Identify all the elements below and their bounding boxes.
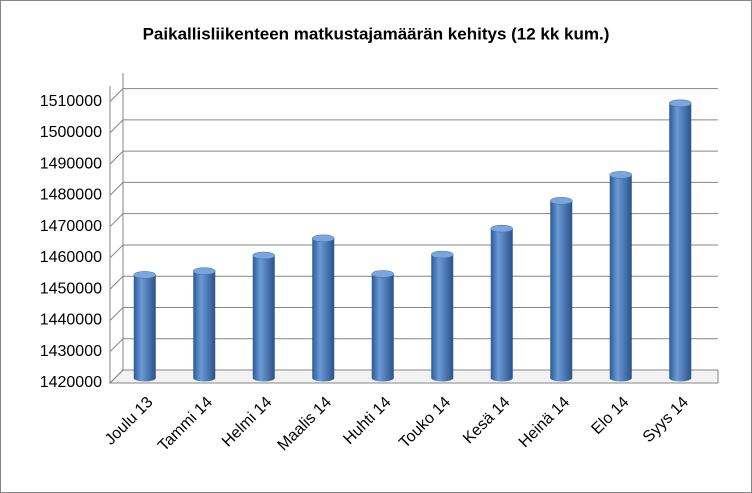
y-tick-label: 1480000: [40, 187, 102, 204]
bar-top: [550, 197, 573, 205]
bar: [550, 200, 573, 382]
y-tick-label: 1490000: [40, 155, 102, 172]
y-tick-label: 1430000: [40, 343, 102, 360]
grid-line: [109, 275, 718, 290]
y-tick-label: 1450000: [40, 280, 102, 297]
bar-top: [312, 234, 335, 243]
chart-title: Paikallisliikenteen matkustajamäärän keh…: [143, 24, 610, 43]
bar: [669, 103, 692, 382]
bar: [609, 174, 632, 382]
grid-line: [109, 150, 718, 165]
y-tick-label: 1420000: [40, 374, 102, 391]
bar-top: [431, 250, 454, 259]
y-tick-label: 1500000: [40, 124, 102, 141]
bar: [371, 273, 394, 382]
bar-top: [193, 267, 216, 275]
grid-line: [109, 244, 718, 259]
grid-line: [109, 119, 718, 134]
y-tick-label: 1510000: [40, 93, 102, 110]
bar: [431, 254, 454, 382]
bar: [133, 274, 156, 382]
grid-line: [109, 338, 718, 353]
bar: [490, 228, 513, 382]
grid-line: [109, 88, 718, 102]
bar-top: [490, 224, 513, 233]
y-tick-label: 1440000: [40, 312, 102, 329]
grid-line: [109, 181, 718, 196]
grid-line: [109, 213, 718, 228]
bar: [193, 271, 216, 382]
bar-top: [252, 251, 275, 260]
bar-top: [669, 99, 692, 108]
bar: [312, 238, 335, 382]
grid-line: [109, 369, 718, 384]
y-tick-label: 1460000: [40, 249, 102, 266]
y-tick-label: 1470000: [40, 218, 102, 235]
bar-top: [133, 271, 156, 279]
bar-top: [609, 171, 632, 179]
bar-top: [371, 270, 394, 278]
grid-line: [109, 306, 718, 321]
bar: [252, 255, 275, 382]
